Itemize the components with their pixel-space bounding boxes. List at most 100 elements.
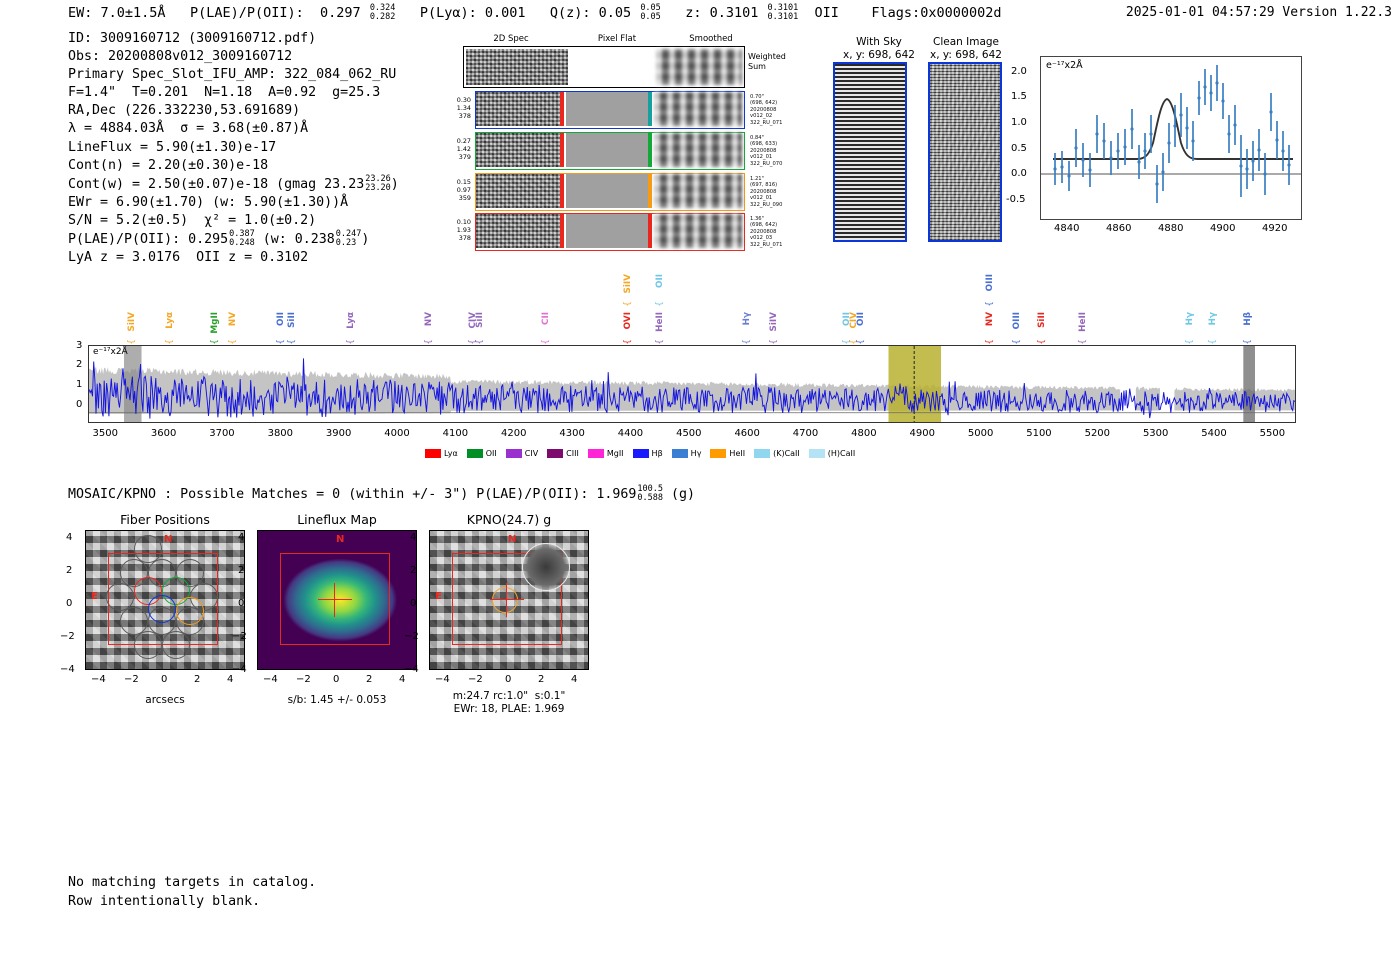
- line-label-OVI: OVI: [622, 312, 633, 330]
- info-snr-chi2: S/N = 5.2(±0.5) χ² = 1.0(±0.2): [68, 212, 317, 228]
- spectrum-xtick-5400: 5400: [1201, 428, 1227, 439]
- bottom-panel-0-ytick--2: −2: [60, 631, 75, 642]
- fiber-positions-xlabel: arcsecs: [145, 694, 185, 706]
- header-summary-line: EW: 7.0±1.5Å P(LAE)/P(OII): 0.297 0.324 0…: [68, 4, 1001, 22]
- line-label-OIII: OIII: [984, 274, 995, 292]
- info-id: ID: 3009160712 (3009160712.pdf): [68, 31, 317, 46]
- panel-title-fiber-positions: Fiber Positions: [120, 512, 210, 527]
- fiber-circle-green: [162, 577, 190, 605]
- bottom-panel-1-ytick--2: −2: [232, 631, 247, 642]
- info-gmag-range: 23.26 23.20: [365, 173, 391, 193]
- linefit-plot: e⁻¹⁷x2Å: [1040, 56, 1302, 220]
- info-wavelength-sigma: λ = 4884.03Å σ = 3.68(±0.87)Å: [68, 121, 309, 137]
- cutout-title-clean: Clean Image x, y: 698, 642: [930, 36, 1002, 61]
- line-brace-Lyα: {: [164, 339, 175, 345]
- info-cont-n: Cont(n) = 2.20(±0.30)e-18: [68, 157, 269, 173]
- linefit-ytick-2.0: 2.0: [1011, 66, 1027, 77]
- line-brace-Hγ: {: [742, 339, 753, 345]
- bottom-panel-0-ytick-4: 4: [66, 532, 73, 543]
- legend-item-Lyα: Lyα: [425, 449, 458, 458]
- line-brace-OII: {: [856, 339, 867, 345]
- bottom-panel-0-ytick--4: −4: [60, 664, 75, 675]
- bottom-panel-0-xtick--2: −2: [124, 674, 139, 685]
- bottom-panel-2-xtick-2: 2: [538, 674, 545, 685]
- fiber-nums-1: 0.30 1.34 378: [456, 96, 471, 121]
- header-z-range: 0.3101 0.3101: [767, 3, 799, 22]
- header-z: z: 0.3101: [685, 4, 759, 21]
- legend-label: (K)CaII: [773, 449, 800, 458]
- spectrum-xtick-3500: 3500: [92, 428, 118, 439]
- legend-item-(H)CaII: (H)CaII: [808, 449, 856, 458]
- line-brace-MgII: {: [210, 339, 221, 345]
- line-label-Hγ: Hγ: [742, 312, 753, 326]
- header-plae-label: P(LAE)/P(OII):: [189, 4, 304, 21]
- header-ew: EW: 7.0±1.5Å: [68, 4, 166, 21]
- line-label-SiII: SiII: [475, 312, 486, 328]
- timestamp-version: 2025-01-01 04:57:29 Version 1.22.3: [1125, 5, 1392, 20]
- kpno-caption: m:24.7 rc:1.0" s:0.1" EWr: 18, PLAE: 1.9…: [452, 690, 566, 715]
- legend-item-MgII: MgII: [587, 449, 624, 458]
- line-brace-NV: {: [424, 339, 435, 345]
- legend-label: Lyα: [444, 449, 458, 458]
- legend-label: OII: [485, 449, 497, 458]
- cutout-clean-image: [928, 62, 1002, 242]
- line-brace-OIII: {: [984, 301, 995, 307]
- linefit-svg: [1041, 65, 1301, 203]
- spectrum-xtick-3600: 3600: [150, 428, 177, 439]
- lineflux-crosshair-v: [334, 583, 336, 617]
- line-brace-NV: {: [227, 339, 238, 345]
- fiber-nums-2: 0.27 1.42 379: [456, 137, 471, 162]
- legend-item-HeII: HeII: [710, 449, 745, 458]
- legend-swatch: [754, 449, 771, 458]
- spectrum-ytick-1: 1: [76, 379, 83, 390]
- spectrum-xtick-4100: 4100: [442, 428, 469, 439]
- line-brace-Lyα: {: [345, 339, 356, 345]
- bottom-panel-1-xtick-2: 2: [366, 674, 373, 685]
- linefit-ytick--0.5: -0.5: [1006, 194, 1026, 205]
- spectrum-xtick-3700: 3700: [209, 428, 235, 439]
- linefit-xtick-4880: 4880: [1158, 223, 1184, 234]
- legend-label: HeII: [729, 449, 746, 458]
- line-label-SiIV: SiIV: [768, 312, 779, 332]
- legend-label: MgII: [606, 449, 624, 458]
- legend-label: (H)CaII: [827, 449, 856, 458]
- fiber-circle-blue: [148, 595, 176, 623]
- bottom-panel-0-xtick-4: 4: [227, 674, 234, 685]
- fiber-positions-image: N E: [85, 530, 245, 670]
- bottom-panel-0-ytick-0: 0: [66, 598, 73, 609]
- fiber-row-4: [475, 213, 745, 251]
- line-brace-SiIV: {: [622, 301, 633, 307]
- line-brace-OVI: {: [622, 339, 633, 345]
- object-info-block: ID: 3009160712 (3009160712.pdf) Obs: 202…: [68, 30, 399, 267]
- bottom-panel-2-ytick--2: −2: [404, 631, 419, 642]
- line-label-OII: OII: [856, 312, 867, 327]
- fiber-row-1: [475, 91, 745, 129]
- fiber-circle-orange: [176, 597, 204, 625]
- bottom-panel-2-xtick--4: −4: [435, 674, 450, 685]
- bottom-panel-2-ytick-4: 4: [410, 532, 417, 543]
- compass-east-label: E: [91, 591, 98, 602]
- legend-item-Hβ: Hβ: [632, 449, 663, 458]
- cutout-title-with-sky: With Sky x, y: 698, 642: [843, 36, 915, 61]
- kpno-source-circle: [522, 543, 570, 591]
- spectrum-xtick-4300: 4300: [559, 428, 585, 439]
- line-label-SiIV: SiIV: [622, 274, 633, 294]
- line-label-NV: NV: [424, 312, 435, 327]
- mosaic-plae-range: 100.5 0.588: [637, 484, 663, 503]
- info-primary-slot: Primary Spec_Slot_IFU_AMP: 322_084_062_R…: [68, 67, 397, 83]
- spectrum-xtick-5300: 5300: [1142, 428, 1169, 439]
- line-label-HeII: HeII: [654, 312, 665, 332]
- linefit-xtick-4920: 4920: [1262, 223, 1288, 234]
- lineflux-compass-north: N: [336, 534, 345, 545]
- weighted-sum-strip: [463, 46, 745, 88]
- header-plae-range: 0.324 0.282: [369, 3, 396, 22]
- line-label-Lyα: Lyα: [164, 312, 175, 329]
- bottom-panel-2-xtick--2: −2: [468, 674, 483, 685]
- linefit-xtick-4900: 4900: [1210, 223, 1236, 234]
- line-label-Lyα: Lyα: [345, 312, 356, 329]
- bottom-panel-0-ytick-2: 2: [66, 565, 73, 576]
- bottom-panel-1-xtick--2: −2: [296, 674, 311, 685]
- info-radec: RA,Dec (226.332230,53.691689): [68, 103, 301, 119]
- spectrum-xtick-4600: 4600: [734, 428, 760, 439]
- header-plya: P(Lyα): 0.001: [419, 4, 526, 21]
